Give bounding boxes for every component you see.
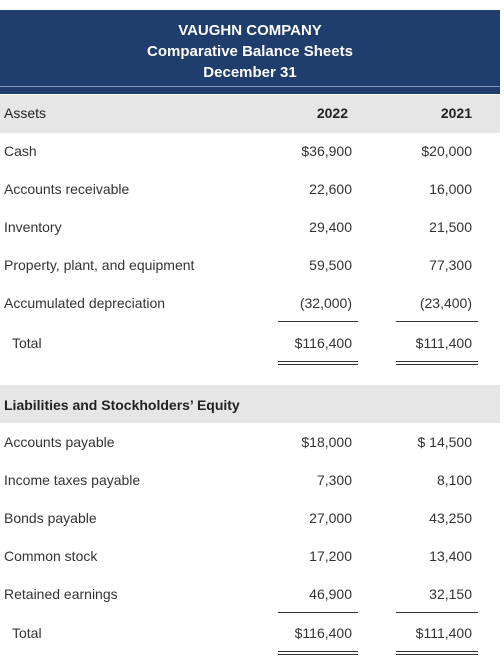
value-2021: $ 14,500: [417, 434, 473, 450]
double-rule-2022-bottom: [278, 364, 358, 365]
row-label: Accounts payable: [4, 434, 115, 450]
value-2021: 13,400: [429, 548, 472, 564]
table-row: Accounts payable $18,000 $ 14,500: [0, 434, 500, 454]
row-label: Accounts receivable: [4, 181, 130, 197]
total-2021: $111,400: [415, 335, 472, 351]
value-2022: 59,500: [309, 257, 352, 273]
row-label: Accumulated depreciation: [4, 295, 166, 311]
assets-heading: Assets: [4, 105, 47, 121]
value-2022: 22,600: [309, 181, 352, 197]
double-rule-2021-bottom: [396, 654, 478, 655]
table-row: Accounts receivable 22,600 16,000: [0, 181, 500, 201]
subtotal-rule-2022: [278, 612, 358, 613]
value-2021: $20,000: [421, 143, 472, 159]
total-label: Total: [12, 625, 42, 641]
value-2022: $36,900: [301, 143, 352, 159]
value-2021: 32,150: [429, 586, 472, 602]
table-row: Accumulated depreciation (32,000) (23,40…: [0, 295, 500, 315]
total-label: Total: [12, 335, 42, 351]
row-label: Income taxes payable: [4, 472, 141, 488]
value-2022: 46,900: [309, 586, 352, 602]
table-row: Retained earnings 46,900 32,150: [0, 586, 500, 606]
subtotal-rule-2021: [396, 612, 478, 613]
value-2021: 8,100: [436, 472, 472, 488]
value-2021: 43,250: [429, 510, 472, 526]
liabilities-band: Liabilities and Stockholders’ Equity: [0, 385, 500, 423]
total-2021: $111,400: [415, 625, 472, 641]
value-2022: 17,200: [309, 548, 352, 564]
statement-title: Comparative Balance Sheets: [147, 43, 353, 60]
row-label: Bonds payable: [4, 510, 97, 526]
company-name: VAUGHN COMPANY: [178, 22, 322, 39]
table-row: Income taxes payable 7,300 8,100: [0, 472, 500, 492]
subtotal-rule-2022: [278, 321, 358, 322]
row-label: Common stock: [4, 548, 98, 564]
row-label: Property, plant, and equipment: [4, 257, 195, 273]
row-label: Cash: [4, 143, 37, 159]
value-2022: 29,400: [309, 219, 352, 235]
value-2021: 77,300: [429, 257, 472, 273]
value-2022: 27,000: [309, 510, 352, 526]
double-rule-2022-top: [278, 361, 358, 362]
double-rule-2021-bottom: [396, 364, 478, 365]
total-2022: $116,400: [294, 625, 352, 641]
table-row: Cash $36,900 $20,000: [0, 143, 500, 163]
table-row: Common stock 17,200 13,400: [0, 548, 500, 568]
value-2022: $18,000: [301, 434, 352, 450]
total-row: Total $116,400 $111,400: [0, 335, 500, 355]
assets-band: Assets 2022 2021: [0, 95, 500, 133]
value-2021: (23,400): [419, 295, 472, 311]
table-row: Property, plant, and equipment 59,500 77…: [0, 257, 500, 277]
liabilities-heading: Liabilities and Stockholders’ Equity: [4, 397, 240, 413]
statement-date: December 31: [203, 64, 297, 81]
table-row: Bonds payable 27,000 43,250: [0, 510, 500, 530]
row-label: Inventory: [4, 219, 62, 235]
header-divider: [0, 86, 500, 87]
value-2021: 21,500: [429, 219, 472, 235]
double-rule-2021-top: [396, 361, 478, 362]
double-rule-2022-bottom: [278, 654, 358, 655]
sheet-header: VAUGHN COMPANY Comparative Balance Sheet…: [0, 10, 500, 94]
double-rule-2021-top: [396, 651, 478, 652]
value-2022: (32,000): [299, 295, 352, 311]
column-header-2022: 2022: [316, 105, 348, 121]
double-rule-2022-top: [278, 651, 358, 652]
value-2021: 16,000: [429, 181, 472, 197]
subtotal-rule-2021: [396, 321, 478, 322]
table-row: Inventory 29,400 21,500: [0, 219, 500, 239]
column-header-2021: 2021: [440, 105, 472, 121]
total-2022: $116,400: [294, 335, 352, 351]
value-2022: 7,300: [316, 472, 352, 488]
total-row: Total $116,400 $111,400: [0, 625, 500, 645]
row-label: Retained earnings: [4, 586, 118, 602]
